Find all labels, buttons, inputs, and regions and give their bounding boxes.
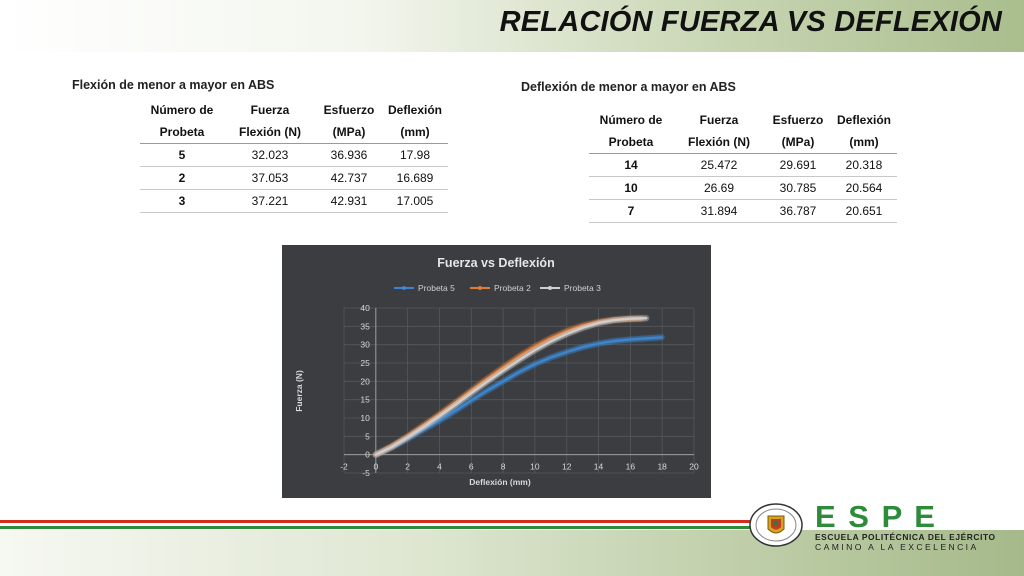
col-header: Número de — [150, 103, 214, 117]
col-header: Número de — [599, 113, 663, 127]
table-row: 14 25.472 29.691 20.318 — [589, 153, 897, 177]
x-tick-label: 12 — [562, 462, 572, 472]
brand-line2: CAMINO A LA EXCELENCIA — [815, 542, 979, 552]
brand-text: E S P E — [815, 500, 937, 534]
table-cell: 2 — [140, 166, 224, 190]
y-tick-label: 0 — [365, 450, 370, 460]
table-cell: 20.651 — [831, 199, 897, 223]
footer-band — [0, 530, 1024, 576]
col-header: Probeta — [589, 131, 673, 154]
col-header: (mm) — [382, 121, 448, 144]
series-glow — [372, 315, 650, 458]
table-cell: 7 — [589, 199, 673, 223]
x-tick-label: 18 — [657, 462, 667, 472]
col-header: Fuerza — [250, 103, 290, 117]
right-table-caption: Deflexión de menor a mayor en ABS — [521, 80, 736, 94]
col-header: Esfuerzo — [323, 103, 375, 117]
espe-logo: E S P E ESCUELA POLITÉCNICA DEL EJÉRCITO… — [815, 500, 996, 552]
x-tick-label: -2 — [340, 462, 348, 472]
y-tick-label: 40 — [360, 303, 370, 313]
y-axis-label: Fuerza (N) — [294, 370, 304, 412]
x-tick-label: 16 — [626, 462, 636, 472]
x-tick-label: 10 — [530, 462, 540, 472]
right-table: Número de Fuerza Esfuerzo Deflexión Prob… — [589, 109, 897, 223]
table-cell: 10 — [589, 176, 673, 200]
x-tick-label: 20 — [689, 462, 699, 472]
col-header: Deflexión — [836, 113, 891, 127]
col-header: Esfuerzo — [772, 113, 824, 127]
fuerza-deflexion-chart: -2 0 2 4 6 8 10 12 14 16 18 20 -5 0 5 10 15 20 25 30 35 40 Fue… — [282, 245, 711, 498]
header-row: Probeta Flexión (N) (MPa) (mm) — [589, 131, 897, 154]
chart-title: Fuerza vs Deflexión — [437, 256, 554, 270]
y-tick-label: 10 — [360, 413, 370, 423]
table-cell: 25.472 — [673, 153, 765, 177]
x-tick-label: 4 — [437, 462, 442, 472]
col-header: Deflexión — [387, 103, 442, 117]
table-cell: 30.785 — [765, 176, 831, 200]
table-cell: 16.689 — [382, 166, 448, 190]
left-table: Número de Fuerza Esfuerzo Deflexión Prob… — [140, 99, 448, 213]
legend-marker — [402, 286, 406, 290]
y-tick-label: 25 — [360, 358, 370, 368]
col-header: Flexión (N) — [224, 121, 316, 144]
footer-stripes — [0, 520, 760, 529]
legend-label: Probeta 3 — [564, 283, 601, 293]
col-header: Probeta — [140, 121, 224, 144]
table-row: 5 32.023 36.936 17.98 — [140, 143, 448, 167]
brand-line1: ESCUELA POLITÉCNICA DEL EJÉRCITO — [815, 531, 996, 542]
header-row: Probeta Flexión (N) (MPa) (mm) — [140, 121, 448, 144]
y-tick-label: 20 — [360, 376, 370, 386]
table-cell: 17.005 — [382, 189, 448, 213]
col-header: (mm) — [831, 131, 897, 154]
table-cell: 20.318 — [831, 153, 897, 177]
y-tick-label: 15 — [360, 395, 370, 405]
y-tick-label: 5 — [365, 431, 370, 441]
x-tick-label: 2 — [405, 462, 410, 472]
table-cell: 17.98 — [382, 143, 448, 167]
institution-seal-logo — [749, 503, 803, 547]
legend-label: Probeta 2 — [494, 283, 531, 293]
col-header: (MPa) — [316, 121, 382, 144]
x-axis-label: Deflexión (mm) — [469, 477, 531, 487]
x-tick-label: 0 — [373, 462, 378, 472]
y-tick-label: 30 — [360, 340, 370, 350]
col-header: (MPa) — [765, 131, 831, 154]
table-cell: 26.69 — [673, 176, 765, 200]
table-row: 2 37.053 42.737 16.689 — [140, 166, 448, 190]
legend-label: Probeta 5 — [418, 283, 455, 293]
table-cell: 37.053 — [224, 166, 316, 190]
table-row: 7 31.894 36.787 20.651 — [589, 199, 897, 223]
header-row: Número de Fuerza Esfuerzo Deflexión — [589, 109, 897, 131]
left-table-caption: Flexión de menor a mayor en ABS — [72, 78, 275, 92]
table-cell: 42.931 — [316, 189, 382, 213]
col-header: Flexión (N) — [673, 131, 765, 154]
page-title: RELACIÓN FUERZA VS DEFLEXIÓN — [499, 6, 1002, 38]
table-cell: 14 — [589, 153, 673, 177]
table-cell: 3 — [140, 189, 224, 213]
x-tick-label: 14 — [594, 462, 604, 472]
header-row: Número de Fuerza Esfuerzo Deflexión — [140, 99, 448, 121]
x-tick-label: 6 — [469, 462, 474, 472]
y-tick-label: 35 — [360, 321, 370, 331]
series-line — [374, 336, 663, 456]
y-tick-label: -5 — [362, 468, 370, 478]
table-cell: 5 — [140, 143, 224, 167]
table-row: 3 37.221 42.931 17.005 — [140, 189, 448, 213]
table-row: 10 26.69 30.785 20.564 — [589, 176, 897, 200]
table-cell: 36.787 — [765, 199, 831, 223]
x-tick-label: 8 — [501, 462, 506, 472]
legend-marker — [548, 286, 552, 290]
table-cell: 29.691 — [765, 153, 831, 177]
chart-canvas: -2 0 2 4 6 8 10 12 14 16 18 20-50510152025303540Fue… — [294, 256, 699, 487]
table-cell: 42.737 — [316, 166, 382, 190]
table-cell: 20.564 — [831, 176, 897, 200]
header-band — [0, 0, 1024, 52]
col-header: Fuerza — [699, 113, 739, 127]
table-cell: 32.023 — [224, 143, 316, 167]
table-cell: 36.936 — [316, 143, 382, 167]
legend-marker — [478, 286, 482, 290]
table-cell: 31.894 — [673, 199, 765, 223]
table-cell: 37.221 — [224, 189, 316, 213]
series-line — [374, 317, 648, 456]
